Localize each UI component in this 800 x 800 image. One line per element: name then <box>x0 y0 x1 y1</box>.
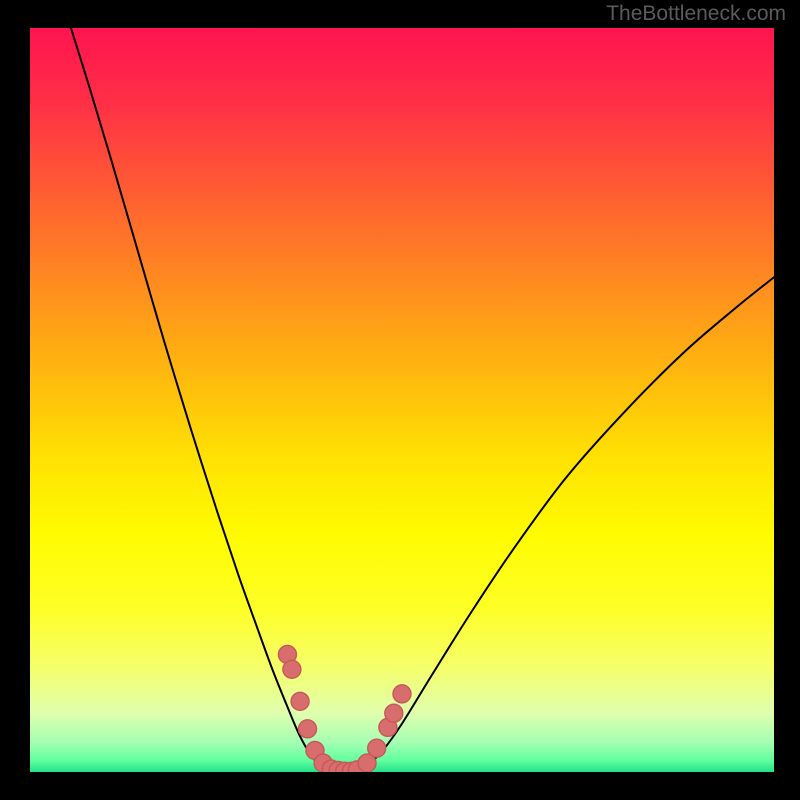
watermark-label: TheBottleneck.com <box>606 2 786 26</box>
frame-left <box>0 0 30 800</box>
gradient-background <box>30 28 774 772</box>
frame-bottom <box>0 772 800 800</box>
marker-dot <box>283 660 301 678</box>
marker-dot <box>299 720 317 738</box>
marker-dot <box>291 692 309 710</box>
marker-dot <box>393 685 411 703</box>
plot-area <box>30 28 774 772</box>
plot-svg <box>30 28 774 772</box>
frame-right <box>774 0 800 800</box>
marker-dot <box>368 739 386 757</box>
marker-dot <box>385 704 403 722</box>
